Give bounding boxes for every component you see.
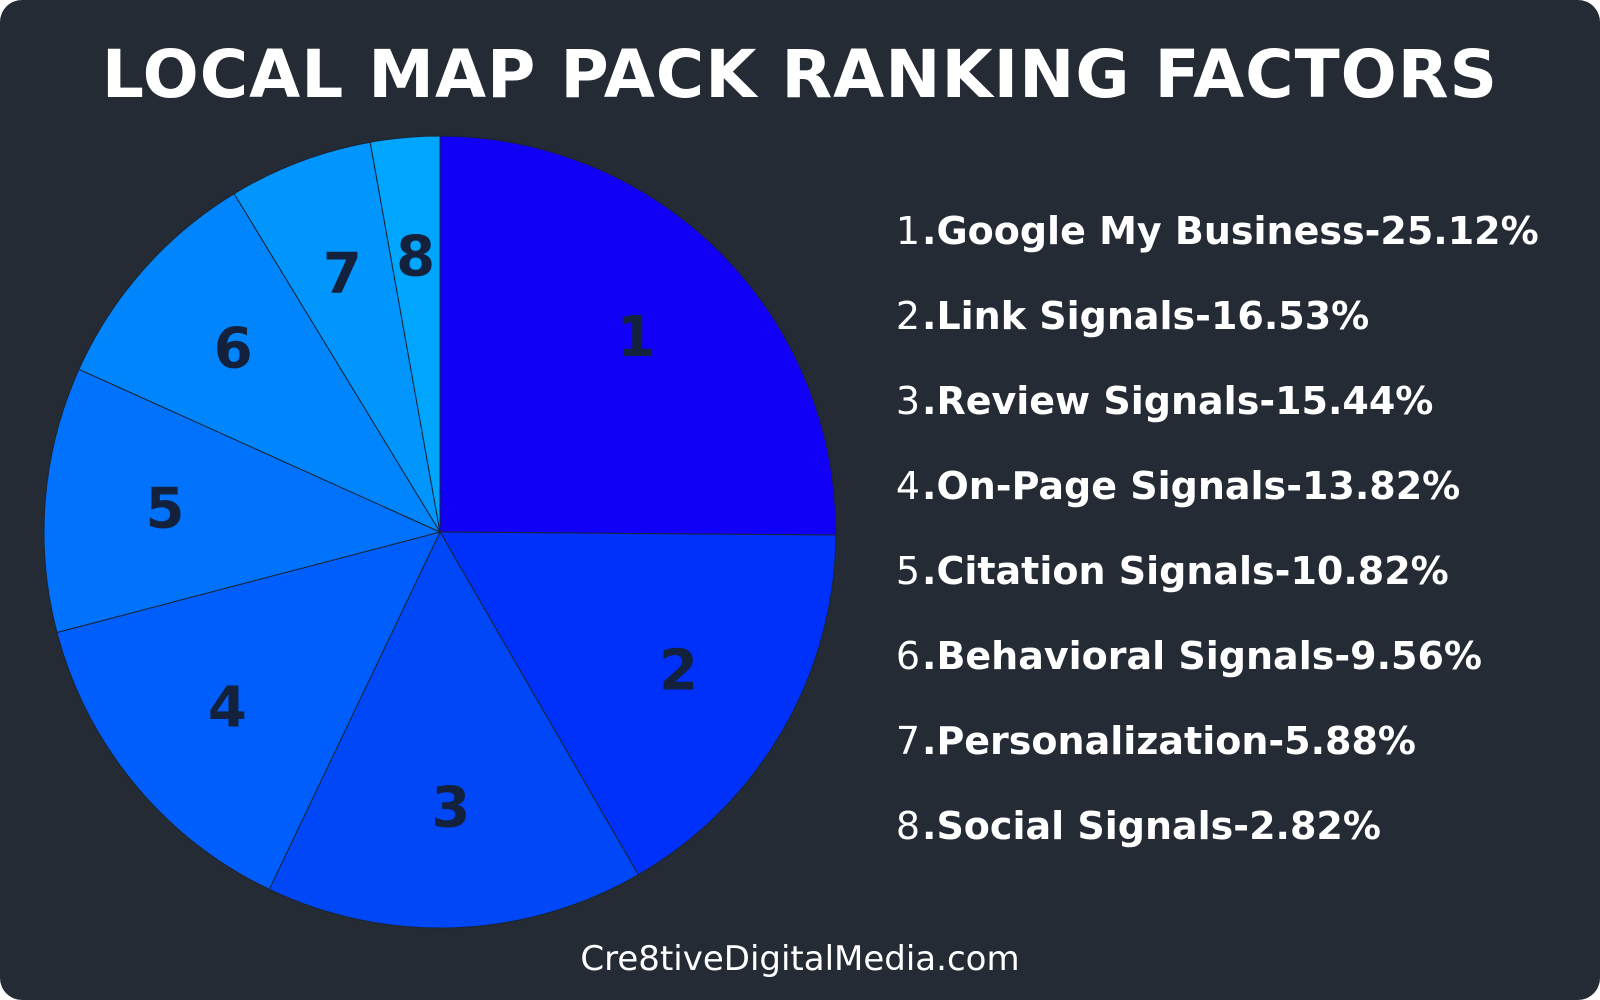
legend-value: 25.12% [1380,208,1539,253]
pie-slice-4 [56,531,441,890]
legend-label: Review Signals [936,378,1260,423]
legend-label: On-Page Signals [936,463,1287,508]
legend-label: Link Signals [936,293,1196,338]
legend-item-4: 4. On-Page Signals - 13.82% [876,443,1576,528]
legend-number: 1 [895,208,920,253]
legend-label: Social Signals [936,803,1234,848]
legend-item-2: 2. Link Signals - 16.53% [876,273,1576,358]
footer-website: Cre8tiveDigitalMedia.com [580,939,1020,979]
pie-slice-label-6: 6 [214,317,253,382]
legend-label: Behavioral Signals [936,633,1335,678]
legend-number: 8 [895,803,920,848]
pie-slice-6 [78,193,442,534]
legend-number: 2 [895,293,920,338]
pie-slice-3 [268,530,639,929]
pie-slice-label-7: 7 [323,241,362,306]
legend-item-3: 3. Review Signals - 15.44% [876,358,1576,443]
legend-value: 15.44% [1275,378,1434,423]
legend-item-1: 1. Google My Business - 25.12% [876,188,1576,273]
legend-number: 3 [895,378,920,423]
legend-item-6: 6. Behavioral Signals - 9.56% [876,613,1576,698]
pie-slice-label-4: 4 [208,675,247,740]
legend-item-7: 7. Personalization - 5.88% [876,698,1576,783]
pie-slice-label-2: 2 [659,638,698,703]
pie-slice-label-5: 5 [146,477,185,542]
pie-slice-label-3: 3 [431,775,470,840]
legend-number: 5 [895,548,920,593]
legend-value: 16.53% [1210,293,1370,338]
legend-number: 7 [895,718,920,763]
pie-slice-2 [439,531,837,876]
legend: 1. Google My Business - 25.12% 2. Link Sig… [876,188,1576,868]
legend-label: Citation Signals [936,548,1275,593]
legend-item-8: 8. Social Signals - 2.82% [876,783,1576,868]
legend-value: 10.82% [1290,548,1449,593]
pie-slice-5 [43,368,442,634]
chart-title: LOCAL MAP PACK RANKING FACTORS [101,36,1499,113]
legend-number: 4 [895,463,920,508]
legend-value: 2.82% [1249,803,1381,848]
pie-slice-7 [233,141,441,533]
pie-slice-label-8: 8 [396,225,435,290]
legend-label: Google My Business [936,208,1365,253]
legend-value: 5.88% [1284,718,1417,763]
legend-value: 9.56% [1350,633,1482,678]
legend-value: 13.82% [1301,463,1461,508]
legend-number: 6 [895,633,920,678]
pie-slice-8 [369,135,441,533]
pie-slice-1 [439,135,837,536]
legend-item-5: 5. Citation Signals - 10.82% [876,528,1576,613]
legend-label: Personalization [936,718,1269,763]
pie-slice-label-1: 1 [616,305,655,370]
